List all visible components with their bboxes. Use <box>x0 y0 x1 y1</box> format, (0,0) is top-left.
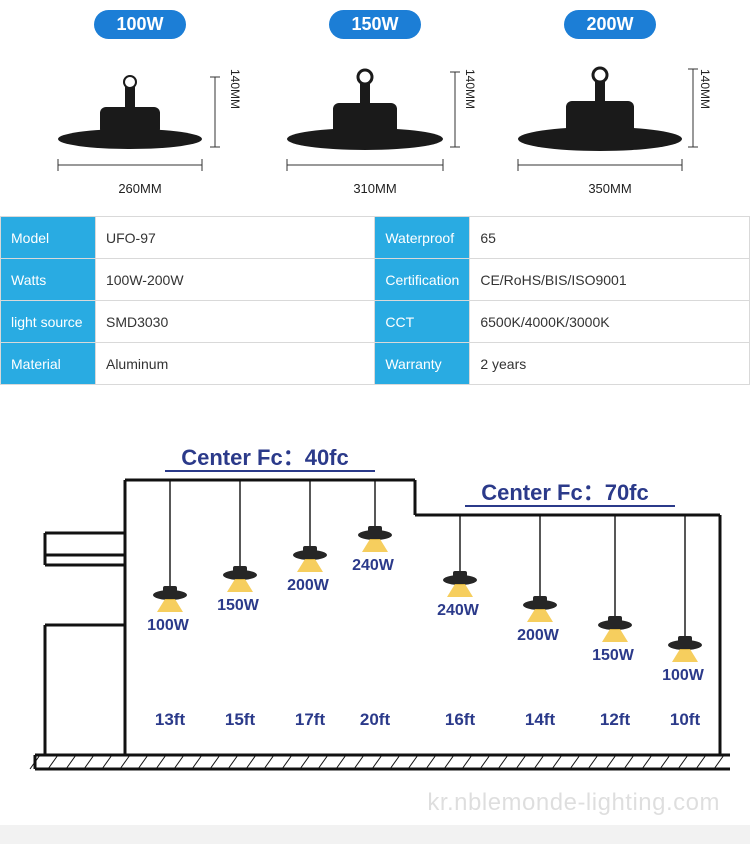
spec-row: Watts 100W-200W Certification CE/RoHS/BI… <box>1 259 750 301</box>
spec-header: Material <box>1 343 96 385</box>
spec-header: Certification <box>375 259 470 301</box>
ufo-light-icon <box>510 47 710 177</box>
watermark-text: kr.nblemonde-lighting.com <box>427 789 720 817</box>
product-card-150w: 150W 140MM 310MM <box>275 10 475 196</box>
spec-header: light source <box>1 301 96 343</box>
spec-header: Model <box>1 217 96 259</box>
svg-text:200W: 200W <box>287 577 330 594</box>
svg-text:16ft: 16ft <box>445 710 476 729</box>
svg-text:200W: 200W <box>517 627 560 644</box>
svg-text:240W: 240W <box>352 557 395 574</box>
ufo-light-icon <box>40 47 240 177</box>
ufo-light-icon <box>275 47 475 177</box>
spec-value: 65 <box>470 217 750 259</box>
height-label: 140MM <box>698 69 712 109</box>
width-label: 260MM <box>118 181 161 196</box>
spec-value: SMD3030 <box>95 301 374 343</box>
spec-row: light source SMD3030 CCT 6500K/4000K/300… <box>1 301 750 343</box>
spec-header: Watts <box>1 259 96 301</box>
svg-text:240W: 240W <box>437 602 480 619</box>
svg-text:100W: 100W <box>662 667 705 684</box>
svg-text:10ft: 10ft <box>670 710 701 729</box>
svg-text:20ft: 20ft <box>360 710 391 729</box>
svg-text:Center Fc：70fc: Center Fc：70fc <box>481 480 649 505</box>
spec-value: 2 years <box>470 343 750 385</box>
svg-text:15ft: 15ft <box>225 710 256 729</box>
product-row: 100W 140MM 260MM 150W <box>0 0 750 216</box>
spec-value: CE/RoHS/BIS/ISO9001 <box>470 259 750 301</box>
svg-text:17ft: 17ft <box>295 710 326 729</box>
svg-text:13ft: 13ft <box>155 710 186 729</box>
spec-header: CCT <box>375 301 470 343</box>
svg-text:Center Fc：40fc: Center Fc：40fc <box>181 445 349 470</box>
spec-row: Model UFO-97 Waterproof 65 <box>1 217 750 259</box>
product-figure: 140MM <box>40 47 240 177</box>
spec-value: 100W-200W <box>95 259 374 301</box>
spec-header: Warranty <box>375 343 470 385</box>
svg-text:14ft: 14ft <box>525 710 556 729</box>
spec-table: Model UFO-97 Waterproof 65 Watts 100W-20… <box>0 216 750 385</box>
width-label: 310MM <box>353 181 396 196</box>
product-figure: 140MM <box>510 47 710 177</box>
wattage-badge: 100W <box>94 10 185 39</box>
height-label: 140MM <box>463 69 477 109</box>
svg-text:12ft: 12ft <box>600 710 631 729</box>
svg-text:150W: 150W <box>217 597 260 614</box>
diagram-svg: Center Fc：40fc Center Fc：70fc 100W 13ft 150W… <box>15 405 735 805</box>
wattage-badge: 200W <box>564 10 655 39</box>
spec-value: Aluminum <box>95 343 374 385</box>
spec-value: 6500K/4000K/3000K <box>470 301 750 343</box>
product-figure: 140MM <box>275 47 475 177</box>
svg-text:150W: 150W <box>592 647 635 664</box>
height-label: 140MM <box>228 69 242 109</box>
product-card-100w: 100W 140MM 260MM <box>40 10 240 196</box>
spec-header: Waterproof <box>375 217 470 259</box>
product-card-200w: 200W 140MM 350MM <box>510 10 710 196</box>
wattage-badge: 150W <box>329 10 420 39</box>
spec-value: UFO-97 <box>95 217 374 259</box>
width-label: 350MM <box>588 181 631 196</box>
spec-row: Material Aluminum Warranty 2 years <box>1 343 750 385</box>
svg-text:100W: 100W <box>147 617 190 634</box>
mounting-diagram: Center Fc：40fc Center Fc：70fc 100W 13ft 150W… <box>0 385 750 825</box>
